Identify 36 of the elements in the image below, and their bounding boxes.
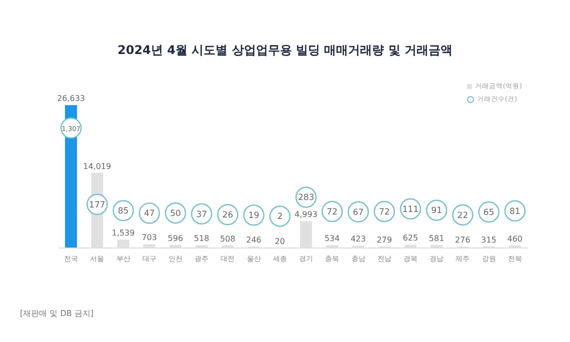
data-label: 534 — [324, 234, 340, 244]
data-label: 72 — [378, 208, 390, 218]
data-label: 246 — [246, 236, 262, 245]
data-label: 2 — [277, 212, 283, 222]
data-label: 67 — [352, 208, 364, 218]
data-label: 1,539 — [112, 228, 135, 238]
data-label: 20 — [274, 236, 285, 246]
data-label: 37 — [196, 210, 208, 220]
chart-title: 2024년 4월 시도별 상업업무용 빌딩 매매거래량 및 거래금액 — [116, 42, 454, 59]
data-label: 14,019 — [83, 162, 112, 171]
data-label: 315 — [481, 235, 496, 244]
data-label: 26 — [222, 210, 234, 221]
data-label: 19 — [248, 211, 260, 222]
data-label: 283 — [298, 193, 314, 204]
data-label: 50 — [170, 208, 181, 219]
data-label: 65 — [483, 208, 494, 218]
data-label: 4,993 — [294, 210, 318, 220]
data-label: 423 — [350, 234, 366, 244]
data-label: 581 — [428, 234, 444, 243]
data-label: 91 — [431, 206, 442, 216]
data-label: 279 — [376, 236, 392, 245]
text: [재판매 및 DB 금지] — [20, 308, 94, 319]
data-label: 596 — [168, 234, 184, 243]
data-label: 508 — [220, 234, 236, 244]
data-label: 72 — [326, 208, 338, 218]
data-label: 460 — [507, 234, 523, 244]
data-label: 47 — [144, 209, 155, 220]
data-label: 177 — [89, 200, 106, 210]
data-label: 81 — [510, 206, 520, 217]
data-label: 85 — [118, 206, 129, 217]
data-label: 111 — [402, 204, 419, 215]
data-label: 518 — [194, 234, 210, 244]
data-label: 276 — [455, 236, 470, 245]
data-label: 703 — [142, 233, 157, 242]
data-label: 625 — [402, 234, 418, 243]
data-label: 22 — [457, 210, 468, 221]
